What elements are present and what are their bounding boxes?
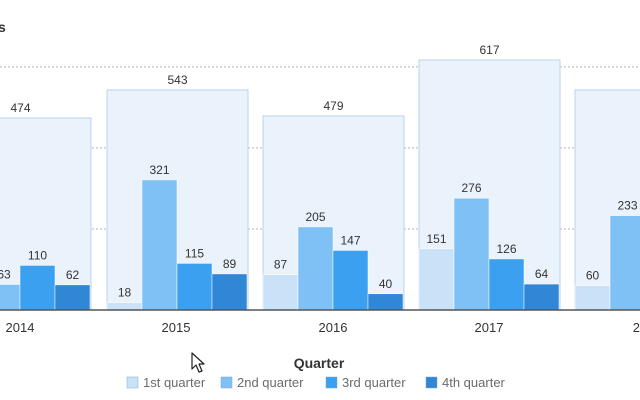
bar-2016-q1[interactable] (262, 274, 299, 311)
bar-2015-q1[interactable] (106, 302, 143, 311)
total-label-2014: 474 (10, 101, 30, 115)
legend-swatch-q4 (425, 376, 438, 389)
bar-2014-q2[interactable] (0, 284, 21, 311)
value-label-2017-q3: 126 (496, 242, 516, 256)
legend-swatch-q2 (220, 376, 233, 389)
value-label-2014-q4: 62 (66, 268, 80, 282)
bar-2014-q3[interactable] (19, 265, 56, 311)
value-label-2014-q3: 110 (28, 248, 47, 262)
value-label-2016-q1: 87 (274, 258, 288, 272)
legend-swatch-q1 (126, 376, 139, 389)
value-label-20-q2: 233 (617, 199, 637, 213)
tick-label-2014: 2014 (6, 320, 35, 335)
legend-item-q2[interactable]: 2nd quarter (220, 375, 304, 390)
total-label-2015: 543 (167, 73, 187, 87)
x-tick-labels: 2014 2015 2016 2017 20 (6, 320, 640, 335)
legend: 1st quarter 2nd quarter 3rd quarter 4th qua… (126, 375, 506, 390)
bar-2017-q1[interactable] (418, 248, 455, 311)
value-label-2014-q2: 63 (0, 267, 11, 281)
bar-2016-q4[interactable] (367, 293, 404, 311)
value-label-20-q1: 60 (586, 269, 600, 283)
legend-label-q3: 3rd quarter (342, 375, 406, 390)
value-label-2016-q4: 40 (379, 277, 393, 291)
bar-2016-q3[interactable] (332, 250, 369, 311)
legend-item-q4[interactable]: 4th quarter (425, 375, 506, 390)
total-label-2016: 479 (323, 99, 343, 113)
legend-item-q3[interactable]: 3rd quarter (325, 375, 406, 390)
bar-2017-q4[interactable] (523, 283, 560, 311)
value-label-2016-q2: 205 (305, 210, 325, 224)
tick-label-2015: 2015 (162, 320, 191, 335)
value-label-2017-q2: 276 (461, 181, 481, 195)
data-labels: 4745434796175188715160633212052762331101… (0, 43, 638, 300)
bar-2015-q3[interactable] (176, 263, 213, 311)
value-label-2017-q1: 151 (426, 232, 446, 246)
value-label-2015-q4: 89 (223, 257, 237, 271)
tick-label-20: 20 (633, 320, 640, 335)
value-label-2015-q1: 18 (118, 286, 132, 300)
legend-label-q2: 2nd quarter (237, 375, 304, 390)
legend-swatch-q3 (325, 376, 338, 389)
bar-20-q1[interactable] (574, 285, 611, 311)
bar-20-q2[interactable] (609, 215, 640, 311)
legend-item-q1[interactable]: 1st quarter (126, 375, 206, 390)
bar-2015-q4[interactable] (211, 273, 248, 311)
tick-label-2017: 2017 (475, 320, 504, 335)
total-label-2017: 617 (479, 43, 499, 57)
bar-2016-q2[interactable] (297, 226, 334, 311)
tick-label-2016: 2016 (319, 320, 348, 335)
x-axis-title: Quarter (294, 355, 345, 371)
bar-2014-q4[interactable] (54, 284, 91, 311)
value-label-2015-q2: 321 (149, 163, 169, 177)
mouse-pointer-icon (191, 352, 205, 373)
bar-2015-q2[interactable] (141, 179, 178, 311)
legend-label-q1: 1st quarter (143, 375, 206, 390)
quarter-bars (0, 179, 640, 311)
bar-2017-q2[interactable] (453, 197, 490, 311)
legend-label-q4: 4th quarter (442, 375, 506, 390)
chart-title: s (0, 19, 6, 35)
bar-2017-q3[interactable] (488, 258, 525, 311)
value-label-2015-q3: 115 (185, 246, 204, 260)
value-label-2017-q4: 64 (535, 267, 549, 281)
value-label-2016-q3: 147 (340, 233, 360, 247)
